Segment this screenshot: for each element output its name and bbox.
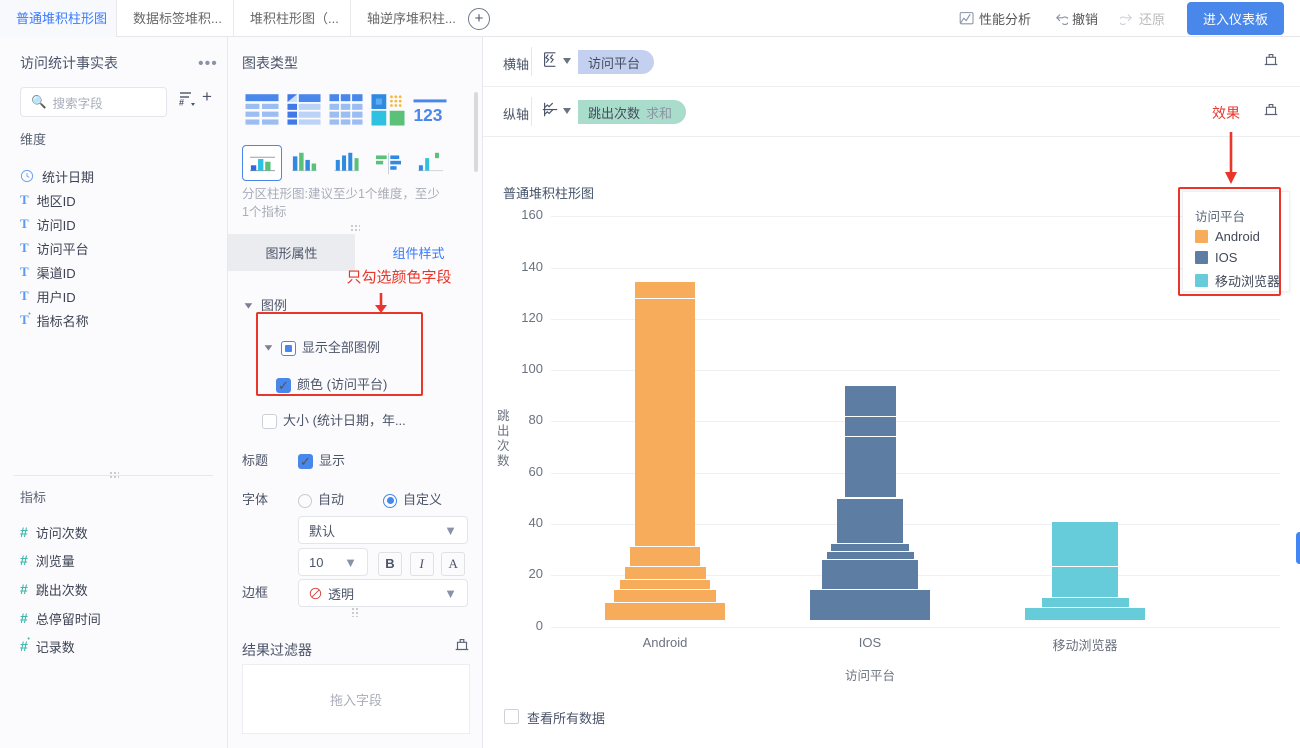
svg-text:#: # <box>179 98 184 108</box>
svg-text:123: 123 <box>413 105 442 125</box>
